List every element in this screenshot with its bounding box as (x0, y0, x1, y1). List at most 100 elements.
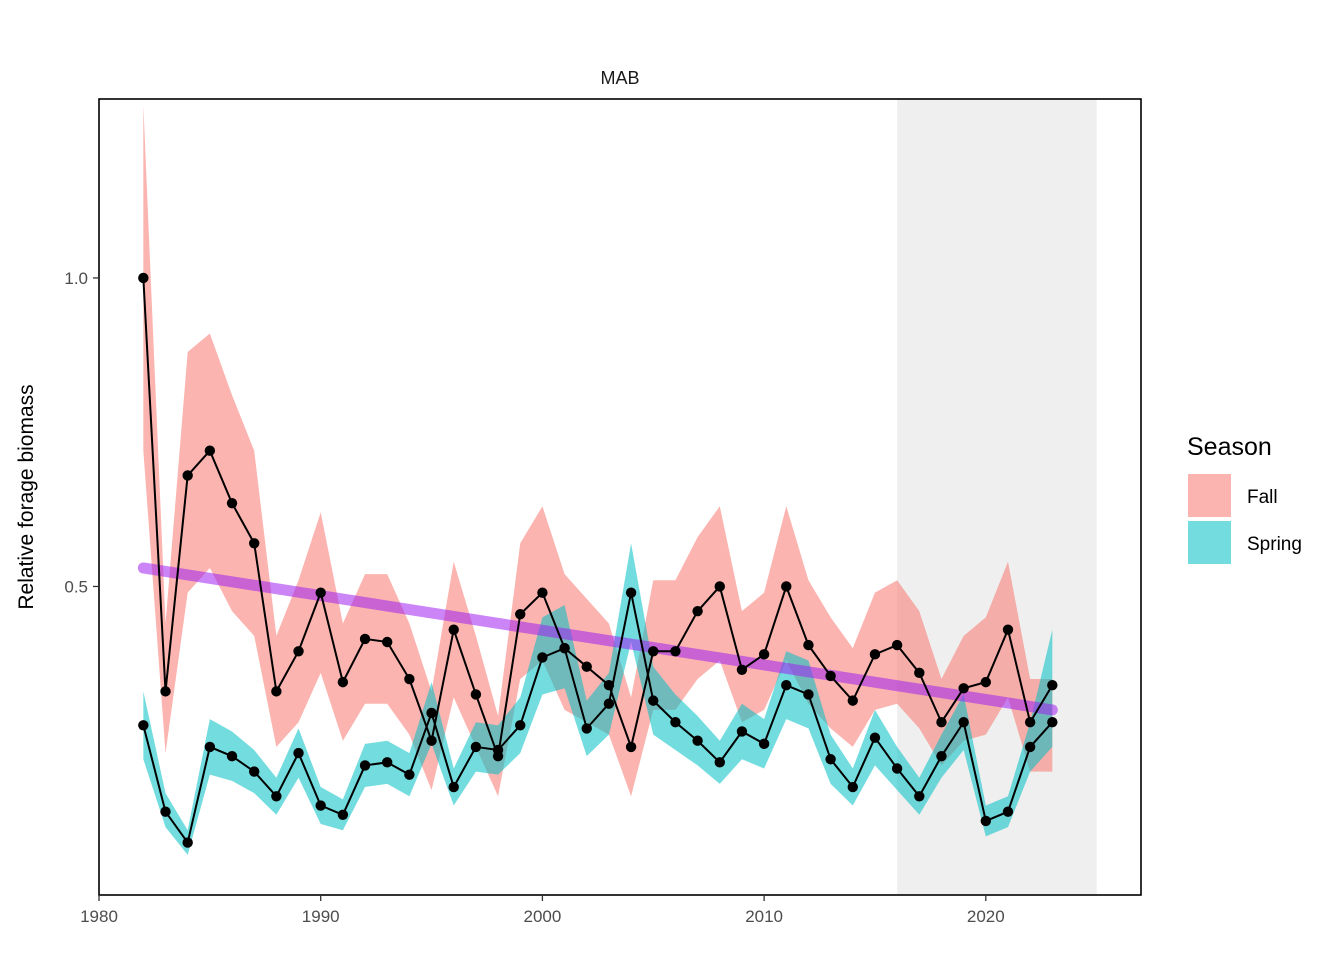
series-line-fall (142, 277, 1054, 757)
data-point-fall (603, 680, 615, 691)
data-point-fall (736, 664, 748, 675)
data-point-fall (426, 735, 437, 746)
data-point-spring (204, 741, 216, 753)
legend: Season Fall Spring (1187, 433, 1302, 564)
data-point-fall (337, 676, 349, 688)
data-point-spring (1024, 741, 1036, 753)
data-point-spring (825, 754, 836, 765)
ribbon-fall (143, 105, 1053, 797)
data-point-fall (248, 538, 260, 549)
data-point-spring (736, 726, 748, 737)
data-point-fall (758, 649, 770, 660)
data-point-fall (936, 717, 947, 728)
data-point-fall (803, 639, 814, 651)
x-tick-label: 1980 (80, 907, 118, 926)
data-point-spring (670, 717, 681, 728)
data-point-spring (448, 781, 459, 793)
data-point-spring (182, 837, 193, 848)
data-point-fall (515, 609, 526, 620)
data-point-fall (869, 649, 881, 660)
data-point-spring (803, 689, 814, 700)
panel-border (98, 98, 1142, 896)
data-point-spring (781, 680, 792, 691)
data-point-spring (1047, 717, 1058, 728)
data-point-fall (1002, 624, 1014, 635)
data-point-fall (891, 639, 903, 651)
data-point-spring (337, 809, 349, 820)
trend-line (137, 562, 1058, 716)
data-point-spring (1002, 806, 1014, 817)
data-point-spring (315, 800, 326, 811)
data-point-spring (714, 757, 725, 768)
data-point-fall (271, 686, 282, 697)
data-point-fall (980, 676, 992, 688)
data-point-fall (825, 670, 836, 682)
data-point-spring (758, 738, 770, 750)
x-axis: 1980 1990 2000 2010 2020 (80, 895, 1005, 926)
data-point-fall (182, 470, 193, 481)
data-point-spring (625, 587, 637, 598)
data-point-spring (160, 806, 171, 817)
data-point-fall (781, 581, 792, 592)
data-point-fall (958, 683, 969, 694)
data-point-fall (1047, 680, 1058, 691)
x-tick-label: 2010 (745, 907, 783, 926)
data-point-fall (648, 646, 659, 657)
data-point-fall (448, 624, 459, 635)
data-point-fall (382, 636, 393, 648)
data-point-spring (271, 791, 282, 802)
series-line-spring (142, 592, 1054, 845)
legend-label-fall: Fall (1247, 487, 1278, 508)
data-point-fall (1024, 717, 1036, 728)
data-point-fall (359, 633, 371, 645)
data-point-spring (603, 698, 615, 709)
chart-title: MAB (600, 68, 639, 88)
data-point-spring (492, 744, 504, 756)
data-point-fall (847, 695, 858, 706)
data-point-spring (958, 717, 969, 728)
x-tick-label: 1990 (302, 907, 340, 926)
data-point-spring (138, 720, 149, 731)
data-point-fall (692, 605, 703, 617)
data-point-fall (670, 646, 681, 657)
data-point-spring (869, 732, 881, 743)
data-point-fall (404, 673, 415, 685)
series-points (138, 272, 1058, 848)
x-tick-label: 2000 (523, 907, 561, 926)
legend-label-spring: Spring (1247, 534, 1302, 555)
data-point-fall (293, 646, 304, 657)
y-axis-title: Relative forage biomass (15, 384, 38, 609)
data-point-fall (204, 445, 216, 456)
data-point-fall (714, 581, 725, 592)
data-point-spring (559, 642, 570, 654)
data-point-fall (160, 686, 171, 697)
data-point-fall (138, 272, 149, 284)
legend-title: Season (1187, 433, 1272, 461)
data-point-spring (404, 769, 415, 780)
data-point-fall (226, 497, 238, 509)
data-point-spring (581, 723, 592, 734)
y-tick-label: 1.0 (64, 269, 88, 288)
y-axis: 0.5 1.0 (64, 269, 99, 596)
data-point-spring (847, 781, 858, 793)
series-lines (142, 277, 1054, 845)
data-point-spring (980, 815, 992, 827)
data-point-spring (293, 747, 304, 759)
data-point-spring (537, 652, 548, 663)
data-point-spring (891, 763, 903, 774)
legend-swatch-spring (1188, 521, 1231, 564)
x-tick-label: 2020 (967, 907, 1005, 926)
data-point-fall (470, 689, 482, 700)
legend-swatch-fall (1188, 474, 1231, 517)
data-point-spring (648, 695, 659, 706)
data-point-fall (581, 661, 592, 672)
data-point-spring (426, 707, 437, 719)
data-point-fall (537, 587, 548, 598)
data-point-fall (315, 587, 326, 598)
data-point-spring (248, 766, 260, 777)
data-point-spring (936, 750, 947, 762)
data-point-spring (359, 760, 371, 771)
data-point-spring (470, 741, 482, 753)
data-point-fall (914, 667, 925, 679)
